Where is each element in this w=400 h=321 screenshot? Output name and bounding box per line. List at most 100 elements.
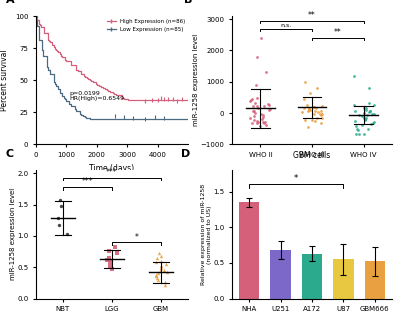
Point bbox=[154, 275, 160, 281]
Point bbox=[254, 96, 260, 101]
Point bbox=[260, 103, 267, 108]
Point bbox=[370, 112, 377, 117]
Point bbox=[158, 253, 165, 258]
Point bbox=[255, 120, 262, 125]
Point bbox=[356, 131, 362, 136]
Text: A: A bbox=[6, 0, 14, 5]
Point bbox=[250, 108, 256, 114]
Point bbox=[314, 116, 320, 121]
Point bbox=[247, 116, 254, 121]
Point bbox=[363, 106, 370, 111]
Point bbox=[251, 113, 257, 118]
Point bbox=[249, 121, 256, 126]
Bar bbox=[239, 202, 260, 299]
Point bbox=[106, 260, 113, 265]
Point bbox=[152, 273, 159, 279]
Point bbox=[258, 35, 264, 40]
Point bbox=[302, 117, 308, 122]
Y-axis label: Percent survival: Percent survival bbox=[0, 49, 9, 111]
Point bbox=[370, 102, 377, 108]
Point bbox=[367, 108, 374, 113]
Point bbox=[253, 103, 260, 108]
Point bbox=[106, 255, 112, 260]
Point bbox=[370, 120, 376, 125]
Point bbox=[158, 266, 164, 271]
Point bbox=[253, 82, 259, 87]
Bar bbox=[333, 259, 354, 299]
Point bbox=[106, 264, 113, 269]
Point bbox=[354, 127, 360, 132]
Point bbox=[300, 106, 307, 111]
Point bbox=[164, 270, 170, 275]
Point bbox=[154, 271, 161, 276]
Point bbox=[361, 116, 367, 121]
Point bbox=[64, 231, 70, 237]
Point bbox=[301, 97, 307, 102]
Point bbox=[259, 115, 266, 120]
Point bbox=[265, 102, 271, 107]
Point bbox=[364, 113, 370, 118]
Point bbox=[250, 103, 256, 108]
Point bbox=[156, 268, 163, 273]
Point bbox=[366, 101, 372, 106]
Point bbox=[352, 118, 358, 123]
Text: **: ** bbox=[334, 28, 342, 37]
Point bbox=[363, 115, 369, 120]
Point bbox=[319, 104, 325, 109]
Point bbox=[254, 54, 260, 59]
Point bbox=[309, 117, 316, 123]
Point bbox=[312, 119, 318, 124]
Point bbox=[353, 131, 360, 136]
Point bbox=[249, 97, 255, 102]
Bar bbox=[270, 250, 291, 299]
Point bbox=[247, 99, 254, 104]
Text: D: D bbox=[181, 149, 190, 159]
Point bbox=[252, 101, 258, 106]
Point bbox=[365, 126, 371, 132]
Text: ***: *** bbox=[82, 178, 93, 187]
Point bbox=[360, 131, 367, 136]
Point bbox=[306, 91, 313, 96]
Point bbox=[58, 204, 64, 209]
Point bbox=[361, 105, 368, 110]
Point bbox=[56, 222, 62, 227]
Point bbox=[351, 73, 358, 78]
Point bbox=[158, 258, 164, 264]
Point bbox=[363, 108, 370, 113]
Text: p=0.0199
HR(High)=0.6549: p=0.0199 HR(High)=0.6549 bbox=[70, 91, 124, 101]
Point bbox=[260, 120, 267, 126]
Text: **: ** bbox=[308, 11, 316, 20]
Point bbox=[359, 113, 365, 118]
Point bbox=[318, 112, 324, 117]
Point bbox=[266, 103, 272, 108]
Point bbox=[267, 106, 273, 111]
Point bbox=[361, 111, 367, 116]
Text: *: * bbox=[294, 174, 298, 183]
Point bbox=[366, 108, 373, 114]
Text: ***: *** bbox=[106, 168, 118, 177]
Point bbox=[305, 125, 312, 130]
Text: B: B bbox=[184, 0, 192, 5]
Point bbox=[163, 262, 170, 267]
Point bbox=[260, 119, 266, 124]
Y-axis label: miR-1258 expression level: miR-1258 expression level bbox=[10, 188, 16, 281]
Point bbox=[260, 113, 266, 118]
Point bbox=[369, 111, 375, 116]
Point bbox=[371, 119, 377, 124]
Point bbox=[109, 266, 116, 272]
X-axis label: Time (days): Time (days) bbox=[90, 164, 134, 173]
Point bbox=[312, 108, 318, 114]
Point bbox=[313, 106, 319, 111]
Y-axis label: Relative expression of miR-1258
(normalized to US): Relative expression of miR-1258 (normali… bbox=[201, 184, 212, 285]
Point bbox=[311, 111, 318, 116]
Point bbox=[307, 107, 314, 112]
Legend: High Expression (n=86), Low Expression (n=85): High Expression (n=86), Low Expression (… bbox=[107, 19, 185, 32]
Point bbox=[352, 108, 359, 114]
Point bbox=[258, 111, 264, 116]
Point bbox=[366, 110, 372, 115]
Point bbox=[318, 116, 325, 121]
Point bbox=[351, 102, 357, 107]
Bar bbox=[302, 254, 322, 299]
Point bbox=[114, 251, 120, 256]
Point bbox=[304, 103, 310, 108]
